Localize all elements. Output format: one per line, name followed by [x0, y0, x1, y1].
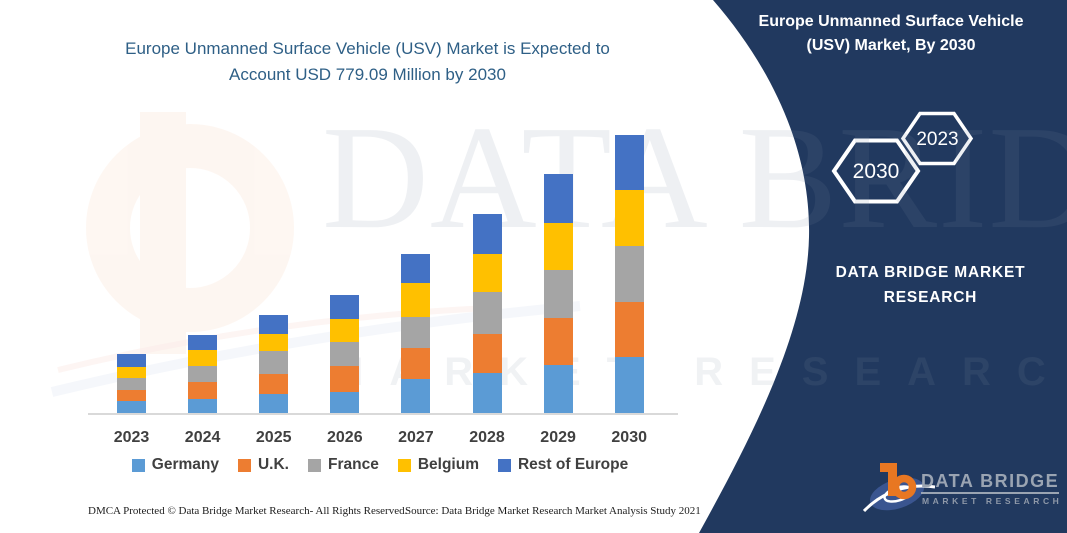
footer-dmca: DMCA Protected © Data Bridge Market Rese… — [88, 505, 408, 517]
bar-segment-u-k- — [259, 374, 289, 394]
legend-item-germany: Germany — [131, 456, 219, 474]
bar-segment-germany — [259, 393, 289, 413]
x-tick-label: 2025 — [255, 429, 292, 446]
stacked-bar-2030 — [614, 134, 644, 413]
hexagon-badge-2030-icon — [831, 138, 921, 204]
x-tick-label: 2029 — [540, 429, 576, 446]
bar-segment-france — [543, 270, 573, 318]
legend-item-rest-of-europe: Rest of Europe — [497, 456, 629, 474]
x-tick-label: 2028 — [469, 429, 505, 446]
bar-segment-rest-of-europe — [117, 354, 146, 368]
legend-item-belgium: Belgium — [397, 456, 479, 474]
logo-wordmark: DATA BRIDGE — [921, 472, 1060, 494]
stacked-bar-2029 — [543, 174, 573, 413]
bar-segment-u-k- — [472, 334, 502, 374]
bar-segment-u-k- — [117, 390, 146, 401]
plot-area — [88, 120, 678, 415]
x-tick-label: 2024 — [184, 429, 221, 446]
hexagon-badge-2023-icon — [900, 111, 974, 166]
bar-segment-rest-of-europe — [472, 214, 502, 254]
dbmr-logo-icon — [862, 463, 936, 513]
badge-2030-label: 2030 — [852, 160, 900, 183]
bar-segment-u-k- — [614, 301, 644, 358]
bar-segment-u-k- — [330, 366, 360, 392]
bar-segment-belgium — [543, 222, 573, 271]
stacked-bar-2028 — [472, 214, 502, 413]
bar-segment-france — [472, 291, 502, 335]
bar-segment-belgium — [117, 367, 146, 379]
stacked-bar-2023 — [117, 354, 146, 413]
bar-segment-belgium — [401, 282, 431, 317]
bar-segment-u-k- — [188, 381, 218, 399]
bar-segment-france — [117, 378, 146, 391]
bar-segment-germany — [614, 357, 644, 413]
bar-segment-germany — [188, 398, 218, 413]
chart-title: Europe Unmanned Surface Vehicle (USV) Ma… — [125, 39, 610, 85]
bar-segment-germany — [117, 400, 146, 413]
legend-swatch-icon — [237, 458, 251, 472]
legend-label: U.K. — [257, 456, 289, 473]
bar-segment-rest-of-europe — [401, 253, 431, 283]
bar-segment-france — [330, 341, 360, 367]
bar-segment-germany — [543, 364, 573, 413]
bar-segment-france — [401, 316, 431, 348]
legend-swatch-icon — [307, 458, 321, 472]
legend-label: Germany — [151, 456, 219, 473]
stacked-bar-2024 — [188, 334, 218, 413]
bar-segment-rest-of-europe — [259, 314, 289, 334]
bar-segment-rest-of-europe — [330, 294, 360, 319]
x-axis-labels: 2023 2024 2025 2026 2027 2028 2029 2030 — [88, 429, 672, 449]
bar-segment-belgium — [472, 253, 502, 292]
panel-title: Europe Unmanned Surface Vehicle (USV) Ma… — [758, 13, 1024, 54]
logo-tagline: MARKET RESEARCH — [922, 496, 1063, 506]
legend-label: Belgium — [417, 456, 479, 473]
stacked-bar-2025 — [259, 314, 289, 413]
badge-2023-label: 2023 — [916, 129, 959, 150]
x-tick-label: 2026 — [327, 429, 363, 446]
bar-segment-belgium — [330, 318, 360, 342]
legend-label: Rest of Europe — [517, 456, 629, 473]
bar-segment-belgium — [188, 350, 218, 367]
bar-segment-rest-of-europe — [188, 334, 218, 351]
bar-segment-france — [614, 245, 644, 302]
legend-swatch-icon — [397, 458, 411, 472]
legend-item-france: France — [307, 456, 379, 474]
legend-item-u-k-: U.K. — [237, 456, 289, 474]
x-axis-line — [88, 413, 678, 415]
bar-segment-germany — [401, 379, 431, 413]
stacked-bar-2026 — [330, 294, 360, 413]
bar-segment-belgium — [259, 333, 289, 352]
bar-segment-germany — [330, 391, 360, 413]
stacked-bar-2027 — [401, 253, 431, 413]
legend-swatch-icon — [131, 458, 145, 472]
legend-swatch-icon — [497, 458, 511, 472]
brand-name: DATA BRIDGE MARKET RESEARCH — [835, 264, 1026, 306]
x-tick-label: 2023 — [113, 429, 150, 446]
bar-segment-rest-of-europe — [614, 134, 644, 191]
side-panel-shape — [699, 0, 1067, 533]
legend: Germany U.K. France Belgium Rest of Europe — [88, 456, 672, 474]
legend-label: France — [327, 456, 379, 473]
bar-segment-france — [259, 351, 289, 375]
bar-segment-france — [188, 366, 218, 382]
bar-segment-rest-of-europe — [543, 174, 573, 223]
bar-segment-germany — [472, 373, 502, 413]
x-tick-label: 2030 — [611, 429, 647, 446]
bar-segment-u-k- — [543, 317, 573, 365]
bar-segment-belgium — [614, 190, 644, 246]
x-tick-label: 2027 — [398, 429, 434, 446]
bar-segment-u-k- — [401, 347, 431, 380]
footer-source: Source: Data Bridge Market Research Mark… — [405, 505, 701, 517]
